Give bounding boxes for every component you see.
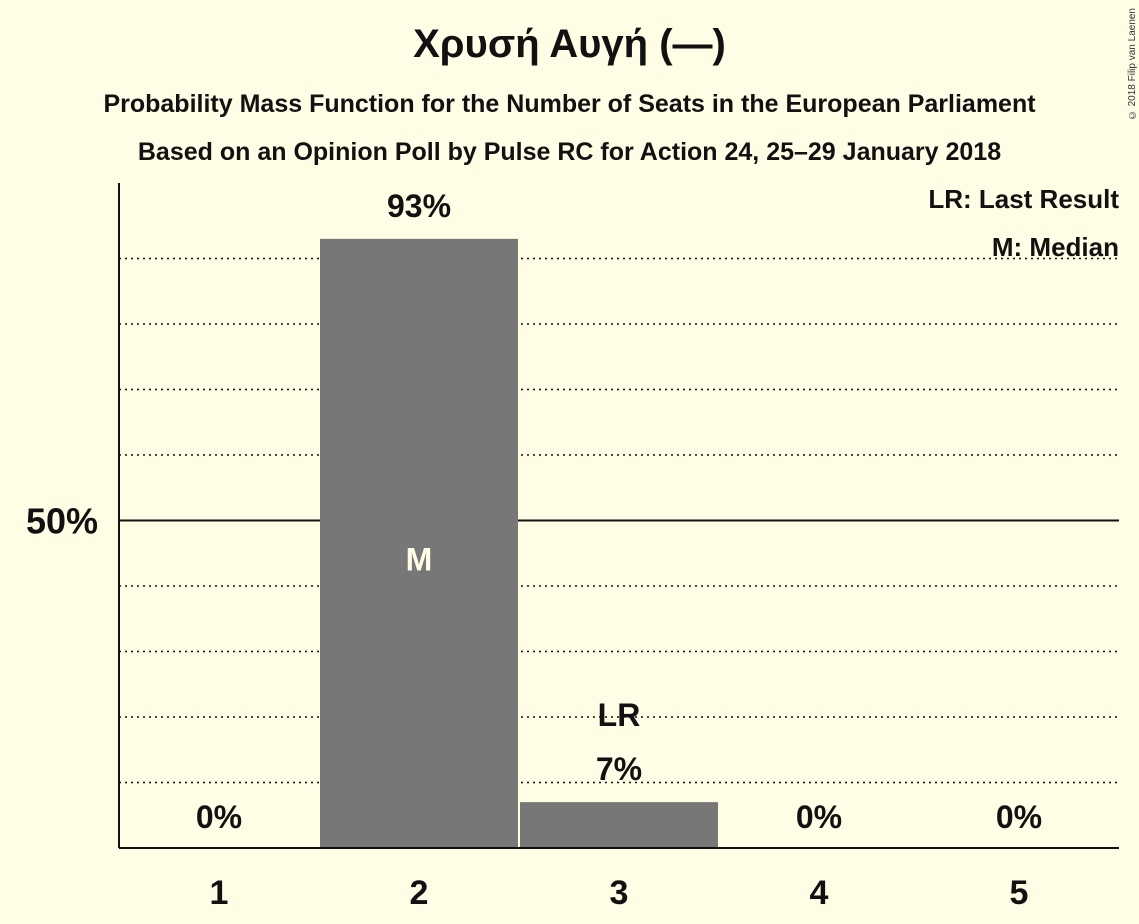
bar-value-label: 93% [387,188,451,224]
median-marker: M [406,541,433,577]
bar [520,802,718,848]
y-tick-label: 50% [26,501,98,542]
x-tick-label: 5 [1010,874,1029,912]
bar-value-label: 7% [596,751,642,787]
legend-median: M: Median [991,232,1119,262]
legend-last-result: LR: Last Result [928,184,1119,214]
x-tick-label: 4 [810,874,829,912]
bar-value-label: 0% [796,799,842,835]
bar-value-label: 0% [996,799,1042,835]
chart-subtitle: Probability Mass Function for the Number… [103,90,1036,118]
chart-source-note: Based on an Opinion Poll by Pulse RC for… [137,138,1002,166]
x-tick-label: 2 [410,874,429,912]
chart-title: Χρυσή Αυγή (—) [413,22,726,66]
x-tick-label: 1 [210,874,229,912]
x-tick-label: 3 [610,874,629,912]
bar-value-label: 0% [196,799,242,835]
last-result-marker: LR [598,697,641,733]
bar [320,238,518,849]
